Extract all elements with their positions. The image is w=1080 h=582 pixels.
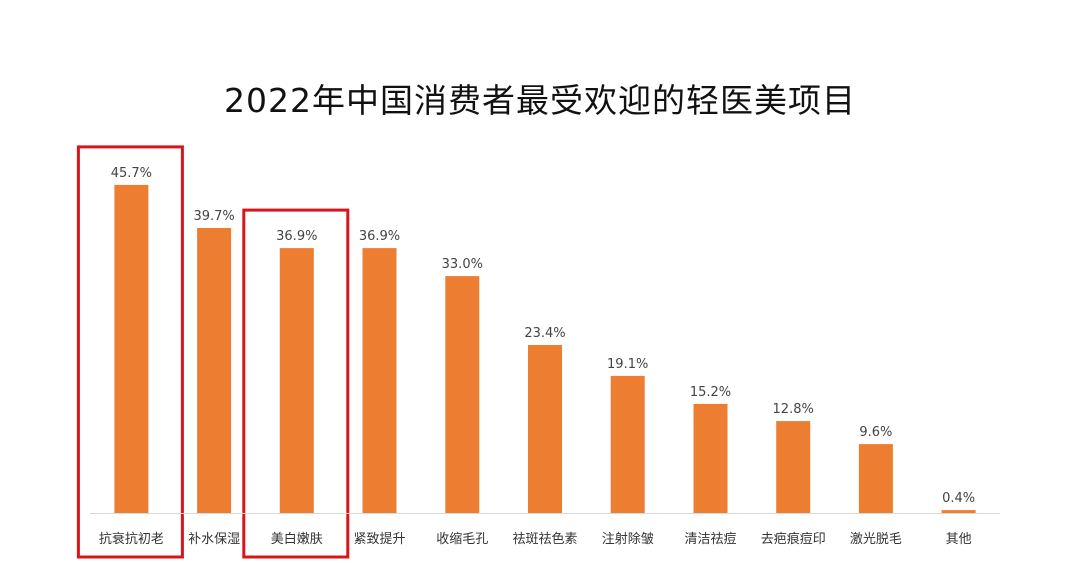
value-label-9: 12.8% — [773, 402, 814, 417]
category-label-11: 其他 — [946, 532, 972, 547]
bar-3 — [279, 248, 314, 513]
value-label-4: 36.9% — [359, 229, 400, 244]
value-label-8: 15.2% — [690, 385, 731, 400]
value-label-6: 23.4% — [524, 326, 565, 341]
value-label-11: 0.4% — [942, 491, 975, 506]
category-label-7: 注射除皱 — [602, 531, 654, 547]
bar-2 — [197, 228, 232, 513]
bar-1 — [114, 184, 149, 513]
bar-7 — [610, 375, 645, 513]
category-label-3: 美白嫩肤 — [271, 531, 323, 547]
value-label-2: 39.7% — [193, 209, 234, 224]
highlight-box-1 — [76, 145, 184, 559]
category-label-4: 紧致提升 — [353, 531, 405, 547]
bar-11 — [941, 510, 976, 513]
bar-6 — [528, 345, 562, 513]
value-label-1: 45.7% — [111, 166, 152, 181]
category-label-2: 补水保湿 — [188, 532, 240, 547]
category-label-8: 清洁祛痘 — [684, 531, 736, 547]
category-label-9: 去疤痕痘印 — [761, 531, 826, 547]
category-label-6: 祛斑祛色素 — [512, 531, 577, 547]
value-label-5: 33.0% — [442, 257, 483, 272]
highlight-boxes — [76, 145, 350, 559]
category-label-10: 激光脱毛 — [850, 532, 902, 547]
bar-5 — [445, 276, 480, 513]
bar-10 — [858, 444, 893, 513]
chart-title: 2022年中国消费者最受欢迎的轻医美项目 — [224, 81, 856, 120]
category-label-5: 收缩毛孔 — [436, 531, 488, 547]
bar-4 — [362, 248, 397, 513]
category-label-1: 抗衰抗初老 — [99, 531, 164, 547]
bars-group — [114, 184, 976, 513]
value-label-7: 19.1% — [607, 357, 648, 372]
value-labels-group: 45.7% 39.7% 36.9% 36.9% 33.0% 23.4% 19.1% 15.2%… — [111, 166, 975, 506]
bar-9 — [776, 421, 811, 513]
bar-8 — [693, 403, 728, 513]
value-label-3: 36.9% — [276, 229, 317, 244]
value-label-10: 9.6% — [859, 425, 892, 440]
highlight-box-3 — [242, 208, 350, 559]
category-labels-group: 抗衰抗初老 补水保湿 美白嫩肤 紧致提升 收缩毛孔 祛斑祛色素 注射除皱 清洁祛痘 去疤痕痘印 激… — [99, 531, 972, 547]
